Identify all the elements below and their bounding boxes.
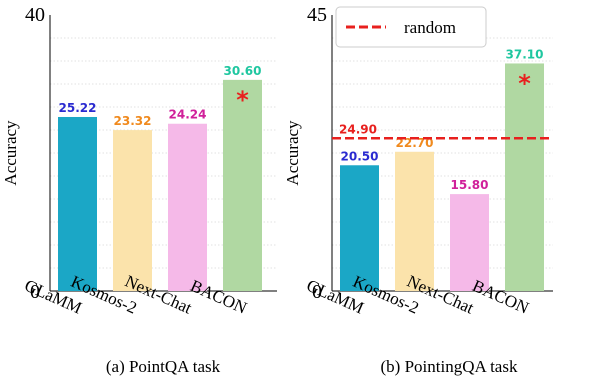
panel-caption: (a) PointQA task [106, 357, 221, 376]
highlight-marker: * [236, 86, 249, 114]
data-label: 20.50 [341, 149, 379, 163]
bar [450, 194, 489, 291]
y-axis-label: Accuracy [283, 120, 302, 186]
data-label: 23.32 [114, 114, 152, 128]
legend-entry: random [404, 18, 456, 37]
panel-caption: (b) PointingQA task [381, 357, 518, 376]
y-tick-label: 40 [25, 4, 45, 26]
data-label: 15.80 [451, 178, 489, 192]
bar [113, 130, 152, 291]
bar [168, 123, 207, 291]
bar [505, 63, 544, 291]
data-label: 25.22 [59, 101, 97, 115]
y-axis-label: Accuracy [1, 120, 20, 186]
bar [58, 116, 97, 292]
bar [340, 165, 379, 291]
y-tick-label: 0 [312, 281, 322, 303]
bar [395, 151, 434, 291]
bar [223, 79, 262, 291]
data-label: 37.10 [506, 47, 544, 61]
y-tick-label: 0 [30, 281, 40, 303]
data-label: 30.60 [224, 64, 262, 78]
y-tick-label: 45 [307, 4, 327, 26]
reference-line-label: 24.90 [339, 122, 377, 136]
highlight-marker: * [518, 69, 531, 97]
data-label: 24.24 [169, 108, 207, 122]
legend-box [335, 6, 487, 48]
